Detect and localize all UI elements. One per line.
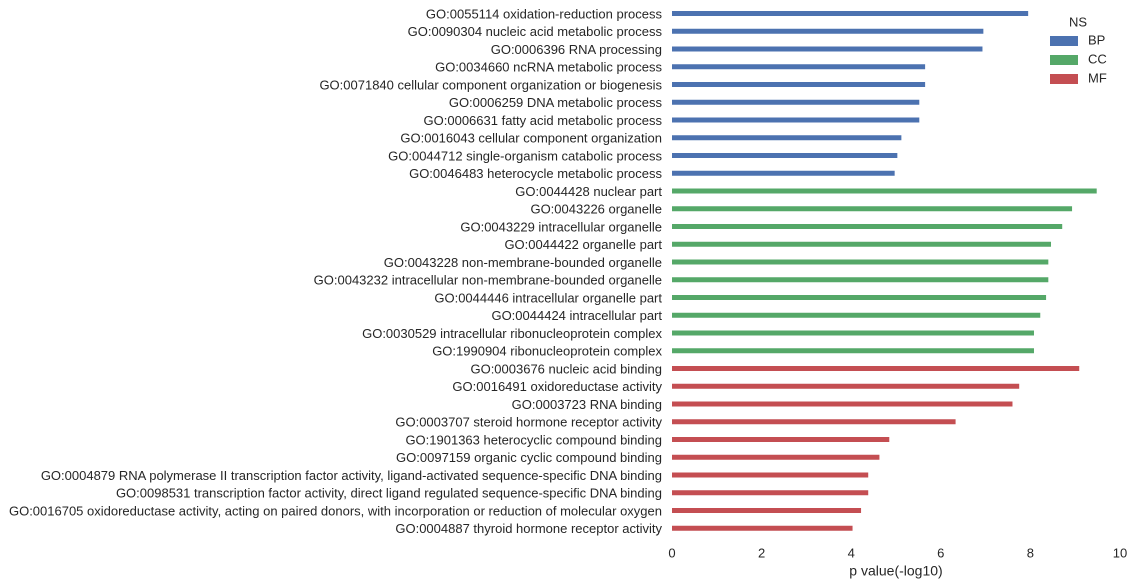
bar-bp — [672, 82, 926, 87]
category-label: GO:0071840 cellular component organizati… — [319, 77, 662, 92]
bar-cc — [672, 348, 1034, 354]
bar-mf — [672, 437, 890, 442]
bar-bp — [672, 170, 895, 176]
bar-bp — [672, 11, 1029, 16]
category-label: GO:0044424 intracellular part — [491, 308, 662, 323]
bar-mf — [672, 472, 869, 478]
bar-mf — [672, 508, 862, 513]
bar-cc — [672, 295, 1047, 300]
category-label: GO:0046483 heterocycle metabolic process — [409, 166, 662, 181]
category-label: GO:0044428 nuclear part — [515, 184, 662, 199]
legend-swatch-mf — [1050, 74, 1078, 84]
bar-bp — [672, 135, 902, 141]
bar-cc — [672, 224, 1063, 229]
category-label: GO:0034660 ncRNA metabolic process — [435, 60, 662, 75]
category-label: GO:0030529 intracellular ribonucleoprote… — [362, 326, 662, 341]
bar-cc — [672, 277, 1049, 283]
legend-label-mf: MF — [1088, 70, 1107, 85]
x-axis-label: p value(-log10) — [849, 563, 942, 579]
x-tick-label: 0 — [668, 545, 675, 560]
bar-bp — [672, 64, 926, 70]
bars — [672, 11, 1097, 531]
category-label: GO:0006396 RNA processing — [491, 42, 662, 57]
category-label: GO:0004887 thyroid hormone receptor acti… — [395, 521, 662, 536]
category-label: GO:0090304 nucleic acid metabolic proces… — [408, 24, 663, 39]
x-tick-label: 6 — [937, 545, 944, 560]
category-label: GO:0016043 cellular component organizati… — [400, 131, 662, 146]
category-label: GO:0003676 nucleic acid binding — [470, 361, 662, 376]
category-label: GO:1901363 heterocyclic compound binding — [405, 432, 662, 447]
x-axis: 0 2 4 6 8 10 — [668, 545, 1127, 560]
bar-cc — [672, 241, 1052, 247]
x-tick-label: 10 — [1113, 545, 1127, 560]
category-label: GO:0044422 organelle part — [504, 237, 662, 252]
category-label: GO:0098531 transcription factor activity… — [116, 486, 662, 501]
category-label: GO:0044446 intracellular organelle part — [434, 290, 662, 305]
bar-cc — [672, 188, 1097, 194]
legend: NS BP CC MF — [1050, 14, 1107, 85]
category-label: GO:0003723 RNA binding — [512, 397, 662, 412]
legend-label-cc: CC — [1088, 51, 1107, 66]
category-label: GO:0055114 oxidation-reduction process — [426, 6, 663, 21]
bar-cc — [672, 330, 1034, 336]
category-label: GO:0004879 RNA polymerase II transcripti… — [41, 468, 662, 483]
bar-mf — [672, 401, 1013, 407]
bar-mf — [672, 490, 869, 496]
bar-mf — [672, 525, 853, 531]
legend-swatch-bp — [1050, 36, 1078, 46]
category-label: GO:0043228 non-membrane-bounded organell… — [384, 255, 662, 270]
x-tick-label: 2 — [758, 545, 765, 560]
bar-mf — [672, 366, 1080, 371]
category-label: GO:0006631 fatty acid metabolic process — [424, 113, 663, 128]
bar-mf — [672, 419, 956, 425]
bar-bp — [672, 99, 920, 105]
category-label: GO:0016491 oxidoreductase activity — [452, 379, 662, 394]
bar-bp — [672, 153, 898, 158]
category-label: GO:0043232 intracellular non-membrane-bo… — [314, 273, 662, 288]
bar-bp — [672, 28, 984, 34]
x-tick-label: 4 — [848, 545, 855, 560]
bar-bp — [672, 117, 920, 123]
legend-label-bp: BP — [1088, 32, 1105, 47]
category-label: GO:0044712 single-organism catabolic pro… — [388, 148, 662, 163]
category-label: GO:0043229 intracellular organelle — [460, 219, 662, 234]
bar-cc — [672, 206, 1073, 212]
x-tick-label: 8 — [1027, 545, 1034, 560]
bar-cc — [672, 312, 1041, 318]
category-label: GO:0097159 organic cyclic compound bindi… — [396, 450, 662, 465]
bar-mf — [672, 383, 1020, 389]
category-label: GO:1990904 ribonucleoprotein complex — [432, 344, 662, 359]
legend-title: NS — [1069, 14, 1087, 29]
category-label: GO:0006259 DNA metabolic process — [449, 95, 663, 110]
bar-cc — [672, 259, 1049, 265]
legend-swatch-cc — [1050, 55, 1078, 65]
bar-bp — [672, 46, 983, 52]
bar-mf — [672, 454, 880, 460]
category-labels: GO:0055114 oxidation-reduction process GO… — [9, 6, 663, 536]
category-label: GO:0016705 oxidoreductase activity, acti… — [9, 503, 662, 518]
category-label: GO:0003707 steroid hormone receptor acti… — [395, 415, 662, 430]
category-label: GO:0043226 organelle — [530, 202, 662, 217]
